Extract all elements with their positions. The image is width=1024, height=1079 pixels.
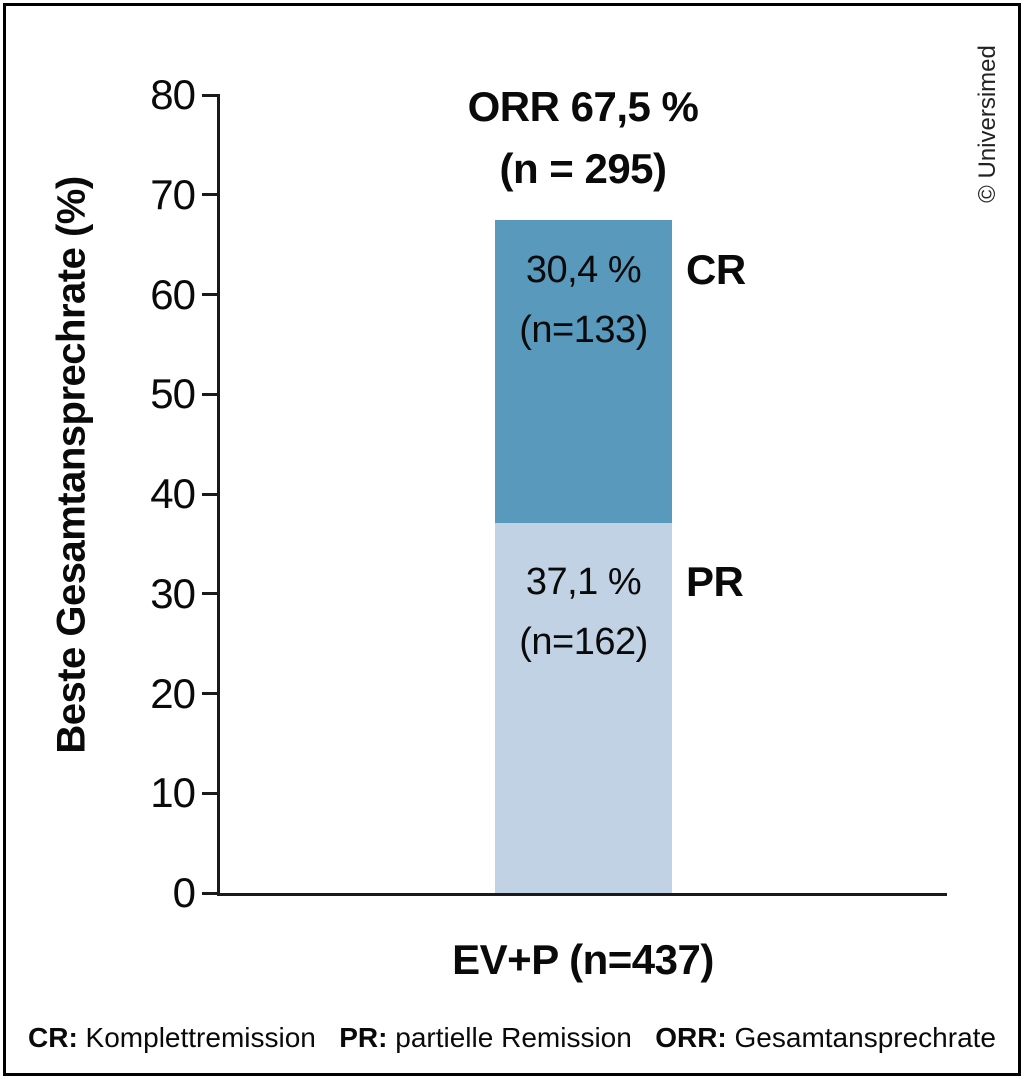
y-axis-line [217, 94, 220, 895]
y-tick-mark [202, 293, 218, 296]
legend-text-cr: Komplettremission [85, 1022, 316, 1053]
x-axis-line [217, 893, 947, 896]
y-tick-mark [202, 592, 218, 596]
y-tick-mark [202, 692, 218, 695]
y-tick-label: 60 [150, 270, 196, 318]
y-tick-label: 40 [150, 470, 196, 517]
y-tick-label: 30 [150, 569, 196, 617]
y-tick-mark [202, 791, 218, 795]
cr-segment-label: 30,4 % (n=133) [495, 240, 672, 360]
cr-percent-label: 30,4 % [525, 249, 642, 291]
legend-item-pr: PR: partielle Remission [339, 1022, 632, 1054]
legend-abbr-cr: CR: [28, 1022, 78, 1053]
orr-title-line2: (n = 295) [499, 145, 667, 192]
pr-n-label: (n=162) [519, 621, 648, 663]
legend-item-cr: CR: Komplettremission [28, 1022, 316, 1054]
cr-side-label: CR [686, 246, 746, 293]
x-axis-category-label: EV+P (n=437) [452, 936, 714, 983]
y-tick-mark [202, 93, 218, 97]
y-tick-label: 0 [172, 869, 196, 916]
y-tick-mark [202, 891, 218, 895]
y-tick-label: 20 [150, 669, 196, 717]
y-tick-mark [202, 193, 218, 197]
bar-segment-cr [495, 219, 672, 523]
legend-text-pr: partielle Remission [395, 1022, 632, 1053]
legend-text-orr: Gesamtansprechrate [734, 1022, 996, 1053]
copyright-label: © Universimed [974, 45, 1001, 203]
bar-segment-pr [495, 522, 672, 893]
legend-item-orr: ORR: Gesamtansprechrate [655, 1022, 996, 1054]
orr-title-line1: ORR 67,5 % [467, 83, 699, 130]
legend-abbr-pr: PR: [339, 1022, 388, 1053]
orr-title: ORR 67,5 % (n = 295) [468, 76, 699, 200]
abbreviation-legend: CR: Komplettremission PR: partielle Remi… [28, 1022, 996, 1054]
y-tick-label: 50 [150, 370, 196, 418]
pr-percent-label: 37,1 % [525, 561, 642, 603]
pr-segment-label: 37,1 % (n=162) [495, 552, 672, 672]
cr-n-label: (n=133) [519, 309, 648, 351]
y-tick-label: 80 [150, 71, 196, 118]
y-axis-title: Beste Gesamtansprechrate (%) [49, 176, 94, 754]
y-tick-mark [202, 392, 218, 396]
y-tick-label: 10 [150, 769, 196, 817]
legend-abbr-orr: ORR: [655, 1022, 727, 1053]
y-tick-label: 70 [150, 170, 196, 218]
y-tick-mark [202, 492, 218, 496]
pr-side-label: PR [686, 558, 744, 605]
